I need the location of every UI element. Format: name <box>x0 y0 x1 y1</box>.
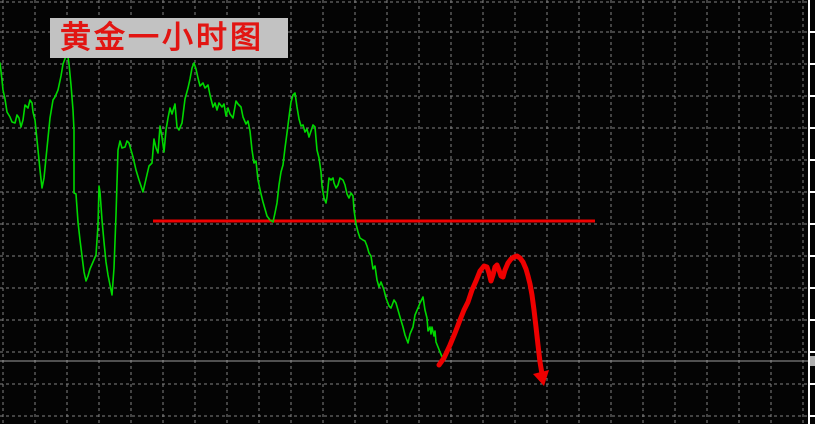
price-axis-tick <box>810 159 815 161</box>
chart-title-label: 黄金一小时图 <box>50 18 288 58</box>
price-axis-tick <box>810 31 815 33</box>
gold-1h-price-line <box>0 55 444 360</box>
price-axis-tick <box>810 95 815 97</box>
price-axis-tick <box>810 223 815 225</box>
price-axis-tick <box>810 415 815 417</box>
price-axis-tick <box>810 351 815 353</box>
current-price-marker <box>810 356 815 366</box>
projection-arrow <box>436 253 545 377</box>
price-axis-tick <box>810 127 815 129</box>
price-axis-tick <box>810 287 815 289</box>
price-axis-tick <box>810 63 815 65</box>
price-axis-line[interactable] <box>808 0 810 424</box>
price-axis-tick <box>810 191 815 193</box>
projection-arrow-head <box>533 370 549 386</box>
price-axis-tick <box>810 319 815 321</box>
price-axis-tick <box>810 255 815 257</box>
price-axis-tick <box>810 383 815 385</box>
